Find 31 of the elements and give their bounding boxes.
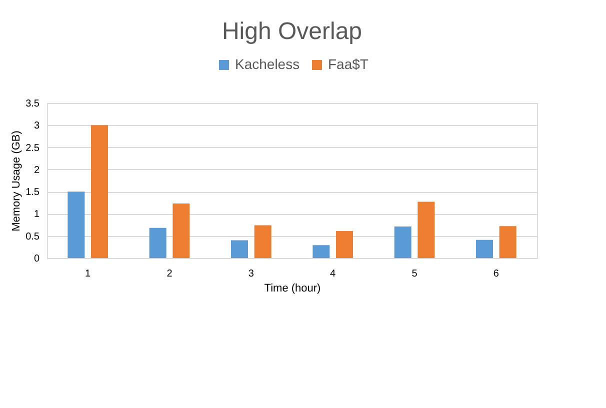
bar: [394, 226, 412, 258]
y-tick-label: 1: [34, 209, 40, 220]
x-axis-title: Time (hour): [264, 282, 321, 294]
x-tick-label: 2: [166, 268, 173, 280]
x-tick-label: 3: [248, 268, 254, 280]
bar: [91, 125, 108, 258]
bar: [336, 230, 353, 258]
legend-label: Faa$T: [328, 56, 369, 72]
bar: [254, 225, 272, 258]
legend-label: Kacheless: [235, 56, 300, 72]
bar: [499, 226, 516, 258]
x-tick-label: 4: [330, 268, 336, 280]
bar: [68, 192, 85, 258]
y-tick-label: 3: [34, 120, 40, 132]
x-tick-label: 5: [412, 268, 418, 280]
bar: [231, 240, 248, 258]
x-tick-label: 1: [85, 268, 92, 280]
bar: [476, 240, 493, 258]
chart-title: High Overlap: [222, 18, 362, 45]
y-tick-label: 0.5: [26, 231, 40, 242]
y-tick-label: 1.5: [26, 187, 40, 198]
y-axis-title: Memory Usage (GB): [10, 130, 23, 232]
y-tick-label: 2: [34, 164, 40, 176]
x-tick-label: 6: [493, 268, 500, 280]
y-tick-label: 0: [34, 254, 40, 264]
bar: [312, 245, 330, 258]
y-tick-label: 3.5: [26, 98, 40, 110]
bar: [418, 202, 435, 258]
y-tick-label: 2.5: [26, 142, 40, 154]
bar: [149, 228, 166, 258]
bar: [172, 204, 190, 258]
